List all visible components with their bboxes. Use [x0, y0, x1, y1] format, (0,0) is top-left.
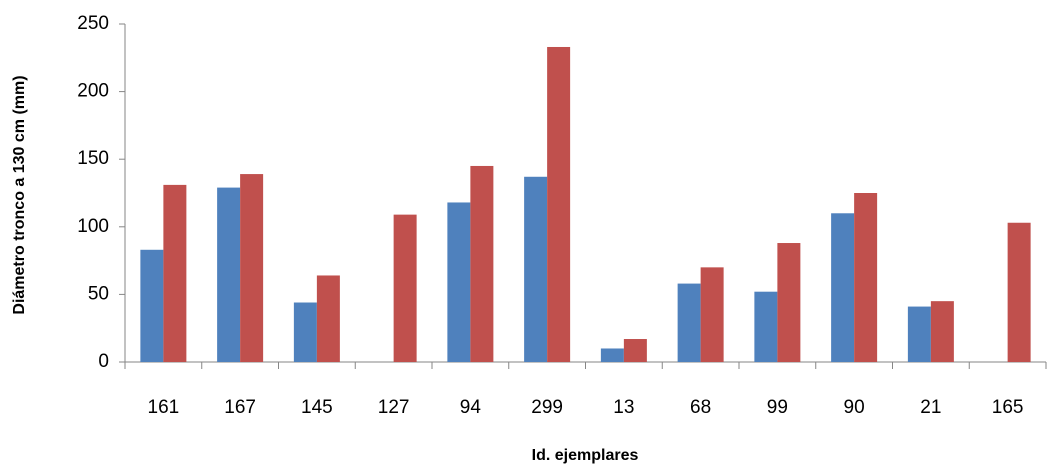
- bar: [240, 174, 264, 362]
- bar: [524, 176, 548, 362]
- x-tick-label: 90: [844, 397, 865, 418]
- x-tick-label: 13: [613, 397, 634, 418]
- bar: [163, 184, 187, 362]
- x-tick-label: 99: [767, 397, 788, 418]
- bar: [140, 249, 164, 362]
- bar: [316, 275, 340, 362]
- x-tick-label: 167: [224, 397, 256, 418]
- bar: [677, 283, 701, 362]
- bar: [600, 348, 624, 362]
- bar: [700, 267, 724, 362]
- y-tick-label: 100: [77, 216, 109, 237]
- x-tick-label: 94: [460, 397, 482, 418]
- bar: [754, 291, 778, 362]
- x-tick-label: 127: [378, 397, 410, 418]
- y-tick-label: 150: [77, 148, 109, 169]
- x-axis-title: Id. ejemplares: [532, 447, 639, 464]
- y-tick-label: 50: [88, 283, 109, 304]
- bar: [854, 193, 878, 362]
- bar: [447, 202, 471, 362]
- y-tick-label: 200: [77, 81, 109, 102]
- bar: [1007, 222, 1031, 362]
- x-tick-label: 68: [690, 397, 711, 418]
- x-tick-label: 165: [992, 397, 1024, 418]
- bar: [393, 214, 417, 362]
- y-tick-label: 250: [77, 13, 109, 34]
- bar: [831, 213, 855, 362]
- bar: [777, 243, 801, 362]
- bar: [217, 187, 241, 362]
- bar: [547, 46, 571, 362]
- bar: [907, 306, 931, 362]
- bar: [293, 302, 317, 362]
- y-axis-title: Diámetro tronco a 130 cm (mm): [11, 75, 28, 314]
- x-tick-label: 21: [920, 397, 941, 418]
- bar: [623, 339, 647, 362]
- x-tick-label: 299: [531, 397, 563, 418]
- x-tick-label: 145: [301, 397, 333, 418]
- y-tick-label: 0: [98, 351, 109, 372]
- bar: [470, 165, 494, 362]
- bar: [930, 301, 954, 362]
- x-tick-label: 161: [148, 397, 180, 418]
